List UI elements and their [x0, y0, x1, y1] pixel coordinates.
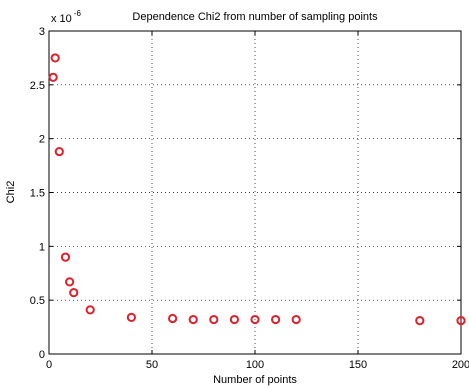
- x-tick-label: 200: [452, 359, 469, 371]
- data-point: [209, 314, 219, 325]
- y-tick-label: 1.5: [30, 188, 45, 200]
- data-point: [456, 316, 466, 326]
- data-point: [250, 314, 260, 325]
- y-tick-label: 3: [39, 26, 45, 38]
- data-point: [54, 146, 64, 157]
- y-exponent-power: -6: [74, 9, 82, 18]
- x-tick-labels: 0 50 100 150 200: [46, 359, 469, 371]
- x-tick-label: 50: [146, 359, 158, 371]
- data-point: [69, 288, 79, 298]
- data-point: [48, 72, 58, 82]
- data-point: [229, 314, 239, 325]
- y-tick-label: 2: [39, 134, 45, 146]
- data-point: [65, 277, 75, 287]
- y-tick-label: 0: [39, 349, 45, 361]
- y-tick-label: 0.5: [30, 295, 45, 307]
- y-axis-label: Chi2: [5, 181, 17, 204]
- x-tick-label: 100: [246, 359, 264, 371]
- data-point: [415, 316, 425, 326]
- data-point: [271, 314, 281, 325]
- data-point: [126, 312, 136, 322]
- y-exponent-base: x 10: [51, 13, 72, 25]
- data-point: [188, 314, 198, 325]
- data-point: [168, 313, 178, 324]
- y-tick-label: 1: [39, 241, 45, 253]
- axis-ticks: [48, 30, 462, 355]
- data-point: [60, 252, 71, 262]
- chart-title: Dependence Chi2 from number of sampling …: [132, 11, 378, 23]
- data-point: [50, 53, 60, 63]
- data-point: [85, 305, 95, 315]
- y-tick-label: 2.5: [30, 80, 45, 92]
- x-tick-label: 150: [349, 359, 367, 371]
- y-exponent-label: x 10 -6: [51, 9, 81, 25]
- data-point: [291, 314, 301, 325]
- x-tick-label: 0: [46, 359, 52, 371]
- y-tick-labels: 0 0.5 1 1.5 2 2.5 3: [30, 26, 45, 361]
- data-points: [48, 53, 466, 326]
- x-axis-label: Number of points: [213, 374, 297, 386]
- grid-lines: [49, 31, 461, 354]
